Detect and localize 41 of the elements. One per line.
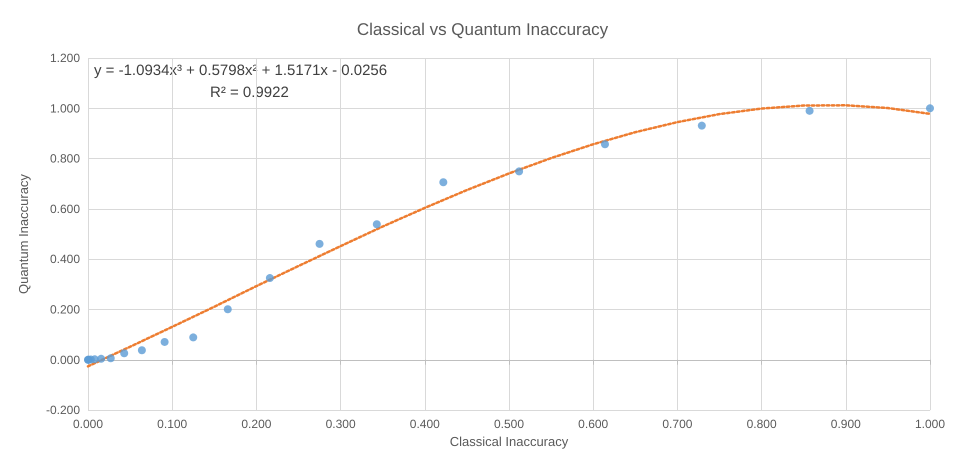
point: [224, 305, 232, 314]
point: [160, 338, 169, 346]
x-axis-title: Classical Inaccuracy: [450, 434, 569, 449]
x-tick-label: 0.600: [578, 417, 609, 432]
point: [266, 274, 274, 282]
x-tick-label: 0.700: [662, 417, 693, 432]
x-tick-label: 0.200: [241, 417, 272, 432]
y-tick-label: 0.000: [50, 352, 80, 367]
y-tick-label: 0.800: [50, 152, 80, 166]
point: [698, 122, 706, 130]
y-axis-title: Quantum Inaccuracy: [16, 174, 31, 294]
annotation: R² = 0.9922: [210, 84, 289, 101]
x-tick-label: 0.000: [72, 417, 104, 432]
point: [316, 240, 324, 248]
point: [806, 106, 814, 115]
point: [600, 140, 609, 148]
point: [515, 167, 524, 176]
point: [97, 354, 106, 363]
x-tick-label: 0.900: [830, 417, 862, 432]
y-tick-label: -0.200: [46, 403, 80, 418]
y-tick-label: 0.600: [50, 202, 80, 216]
point: [120, 349, 128, 358]
chart-title: Classical vs Quantum Inaccuracy: [356, 20, 609, 39]
annotation: y = -1.0934x³ + 0.5798x² + 1.5171x - 0.0256: [94, 62, 388, 79]
line-series: [86, 104, 932, 368]
x-tick-label: 0.800: [746, 417, 777, 432]
point: [106, 354, 115, 362]
x-tick-label: 0.500: [494, 417, 524, 432]
point: [189, 333, 198, 342]
point: [439, 178, 448, 186]
x-tick-label: 0.300: [326, 417, 356, 432]
x-tick-label: 0.400: [410, 417, 440, 432]
point: [372, 220, 381, 228]
point: [926, 104, 934, 112]
point: [138, 346, 146, 354]
y-tick-label: 0.200: [50, 302, 80, 316]
y-tick-label: 0.400: [50, 252, 80, 266]
y-tick-label: 1.000: [50, 101, 80, 116]
x-tick-label: 0.100: [157, 417, 188, 432]
y-tick-label: 1.200: [50, 51, 80, 65]
x-tick-label: 1.000: [914, 417, 946, 432]
